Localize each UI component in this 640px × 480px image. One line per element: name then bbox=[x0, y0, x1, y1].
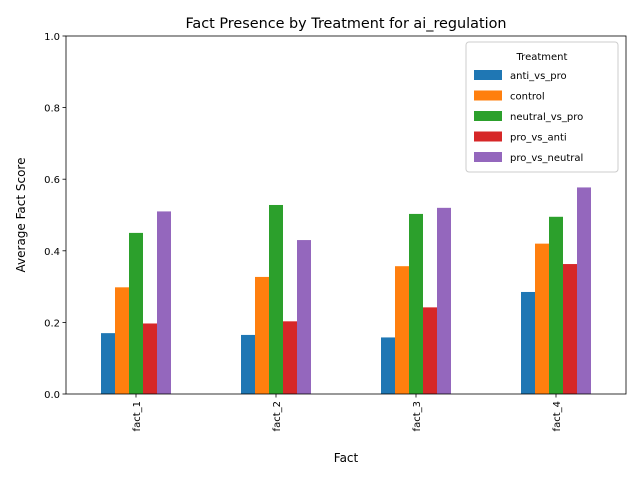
y-tick-label: 0.8 bbox=[44, 104, 60, 115]
bar-pro_vs_anti-fact_1 bbox=[143, 323, 157, 394]
x-axis-label: Fact bbox=[334, 451, 359, 465]
bar-pro_vs_neutral-fact_1 bbox=[157, 211, 171, 394]
axes-group: 0.0 0.2 0.4 0.6 0.8 1.0 fact_1 fact_2 fact_3 fact… bbox=[44, 32, 627, 431]
bar-control-fact_4 bbox=[535, 243, 549, 394]
plot-frame bbox=[65, 35, 627, 395]
legend-box bbox=[465, 41, 619, 173]
bar-pro_vs_neutral-fact_4 bbox=[577, 187, 591, 394]
bar-control-fact_1 bbox=[115, 287, 129, 394]
y-axis-label: Average Fact Score bbox=[14, 158, 28, 273]
legend-swatch-pro_vs_anti bbox=[474, 131, 502, 142]
x-tick-label-fact_2: fact_2 bbox=[272, 401, 283, 431]
bar-anti_vs_pro-fact_1 bbox=[101, 333, 115, 394]
legend-swatch-neutral_vs_pro bbox=[474, 111, 502, 121]
bar-control-fact_3 bbox=[395, 266, 409, 394]
legend-swatch-anti_vs_pro bbox=[474, 70, 502, 80]
bar-pro_vs_neutral-fact_2 bbox=[297, 240, 311, 394]
y-tick-label: 0.4 bbox=[44, 247, 60, 258]
chart-title: Fact Presence by Treatment for ai_regula… bbox=[185, 16, 506, 32]
bar-pro_vs_anti-fact_4 bbox=[563, 264, 577, 394]
legend-title: Treatment bbox=[516, 52, 568, 63]
bar-pro_vs_anti-fact_2 bbox=[283, 321, 297, 394]
bar-pro_vs_anti-fact_3 bbox=[423, 307, 437, 394]
bar-neutral_vs_pro-fact_3 bbox=[409, 213, 423, 394]
x-tick-label-fact_4: fact_4 bbox=[552, 401, 563, 431]
x-tick-label-fact_1: fact_1 bbox=[132, 401, 143, 431]
y-tick-label: 0.6 bbox=[44, 175, 60, 186]
bar-anti_vs_pro-fact_2 bbox=[241, 334, 255, 394]
y-tick-label: 1.0 bbox=[44, 32, 60, 43]
bar-control-fact_2 bbox=[255, 276, 269, 394]
legend-label-pro_vs_neutral: pro_vs_neutral bbox=[510, 153, 583, 164]
legend-label-neutral_vs_pro: neutral_vs_pro bbox=[510, 112, 583, 123]
bar-anti_vs_pro-fact_4 bbox=[521, 291, 535, 394]
legend-label-anti_vs_pro: anti_vs_pro bbox=[510, 71, 567, 82]
legend-swatch-pro_vs_neutral bbox=[474, 152, 502, 162]
bar-neutral_vs_pro-fact_1 bbox=[129, 232, 143, 394]
legend-swatch-control bbox=[474, 90, 502, 101]
bars-group bbox=[101, 187, 591, 394]
bar-anti_vs_pro-fact_3 bbox=[381, 337, 395, 394]
x-tick-label-fact_3: fact_3 bbox=[412, 401, 423, 431]
bar-neutral_vs_pro-fact_4 bbox=[549, 216, 563, 394]
legend-label-pro_vs_anti: pro_vs_anti bbox=[510, 133, 567, 144]
y-tick-label: 0.0 bbox=[44, 390, 60, 401]
y-tick-label: 0.2 bbox=[44, 318, 60, 329]
bar-pro_vs_neutral-fact_3 bbox=[437, 207, 451, 394]
legend-label-control: control bbox=[510, 92, 545, 103]
bar-neutral_vs_pro-fact_2 bbox=[269, 204, 283, 394]
